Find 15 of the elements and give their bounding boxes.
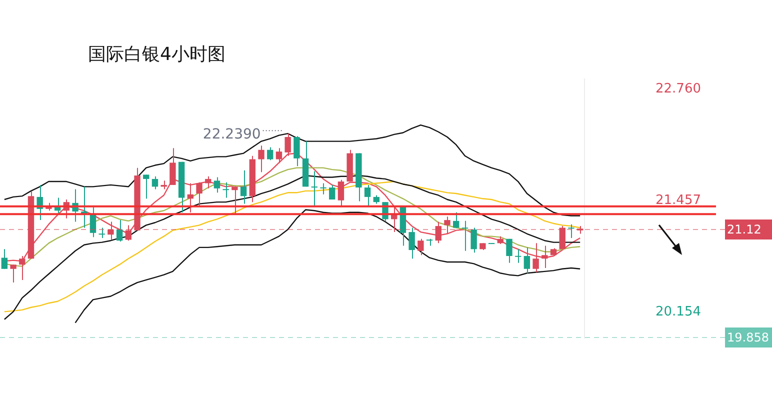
y-tick-label: 21.457 [656, 193, 702, 208]
annotation: 22.2390 [202, 126, 261, 142]
y-tick-label: 20.154 [656, 304, 702, 320]
ref-line-label: 19.858 [727, 330, 769, 345]
candlestick [532, 242, 539, 273]
chart-title: 国际白银4小时图 [88, 43, 226, 66]
candlestick [418, 238, 424, 256]
candlestick [170, 148, 176, 186]
candlestick [576, 226, 584, 234]
candlestick [542, 245, 548, 268]
candlestick [232, 186, 238, 215]
ref-line-label: 21.12 [727, 222, 762, 237]
candlestick [10, 264, 16, 284]
candlestick [196, 182, 202, 207]
y-tick-label: 22.760 [656, 81, 702, 96]
